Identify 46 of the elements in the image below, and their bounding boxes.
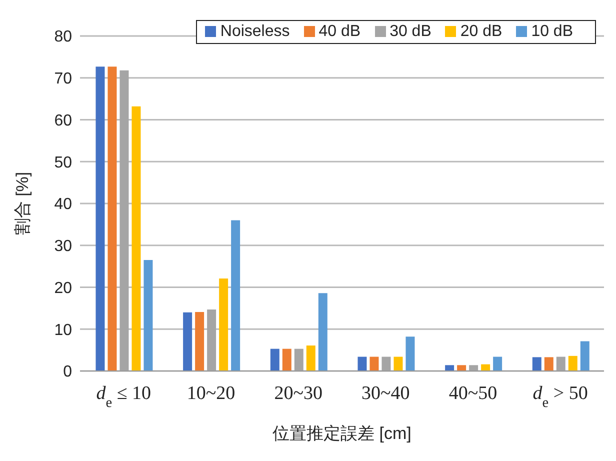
bar (183, 312, 192, 371)
bar (231, 220, 240, 371)
y-tick-label: 70 (54, 70, 72, 88)
bar (445, 365, 454, 371)
bar (219, 278, 228, 371)
bar (270, 348, 280, 371)
x-tick-label: 30~40 (362, 383, 410, 404)
bar (370, 356, 379, 371)
bar (358, 356, 367, 371)
x-tick-label: 20~30 (274, 383, 322, 404)
legend-label: 30 dB (390, 23, 432, 40)
bar (318, 293, 328, 371)
bar (306, 345, 316, 371)
bar (406, 336, 415, 371)
y-tick-label: 10 (54, 322, 72, 339)
y-tick-label: 50 (54, 154, 72, 172)
bar (195, 312, 204, 371)
bar (580, 341, 590, 371)
y-tick-label: 30 (54, 238, 72, 256)
legend-label: 10 dB (531, 23, 573, 40)
bar (282, 348, 292, 371)
bar (394, 356, 403, 371)
y-tick-label: 60 (54, 112, 72, 130)
x-tick-label: d$_{e}$ ≤ 10 (96, 383, 152, 411)
y-axis-title: 割合 [%] (13, 172, 32, 236)
bar (544, 357, 554, 371)
bar (568, 356, 578, 371)
bar (493, 356, 502, 371)
x-tick-label: 10~20 (186, 383, 236, 404)
bar (132, 106, 141, 371)
bar (481, 364, 490, 371)
bar (108, 66, 117, 371)
y-tick-label: 80 (54, 28, 72, 46)
bar (457, 365, 466, 371)
bar (144, 260, 153, 371)
bar (532, 357, 542, 371)
x-tick-label: 40~50 (448, 383, 498, 404)
y-tick-label: 40 (54, 196, 72, 214)
legend-label: 20 dB (460, 23, 502, 40)
x-tick-label: d$_{e}$> 50 (532, 383, 588, 411)
bar (96, 66, 105, 371)
legend-label: Noiseless (220, 23, 290, 40)
x-axis-title: 位置推定誤差 [cm] (272, 424, 412, 443)
y-tick-label: 20 (54, 280, 72, 297)
legend-label: 40 dB (318, 23, 361, 40)
y-tick-label: 0 (63, 364, 72, 381)
